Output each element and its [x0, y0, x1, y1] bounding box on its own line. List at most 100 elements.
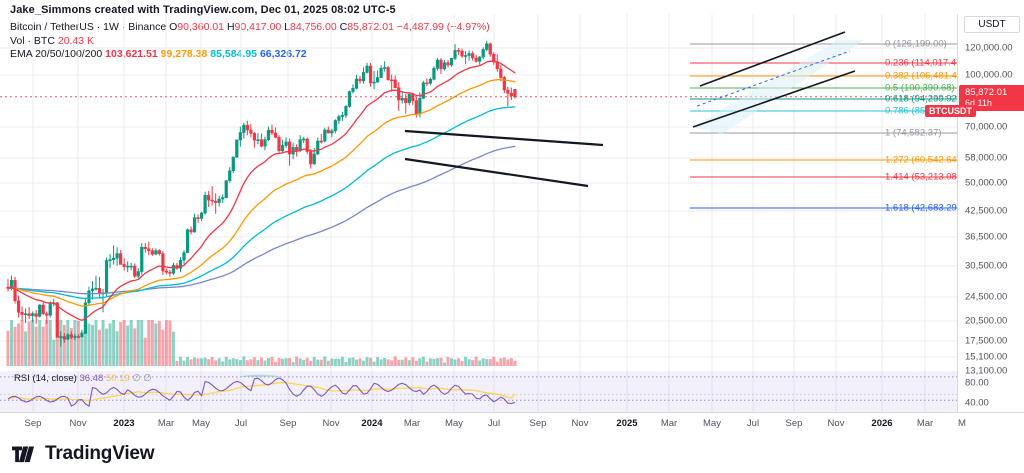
footer-bar: TradingView — [0, 434, 1024, 473]
fib-label-0-236: 0.236 (114,017.47) — [872, 58, 965, 69]
price-tick-13: 80.00 — [965, 377, 989, 389]
price-tick-1: 100,000.00 — [965, 69, 1013, 81]
ema-100-line — [7, 106, 516, 300]
time-tick-10: May — [445, 418, 463, 429]
trendline-group[interactable] — [404, 31, 864, 188]
price-tick-5: 42,500.00 — [965, 205, 1008, 217]
legend-low-key: L — [284, 21, 291, 33]
attribution-text: Jake_Simmons created with TradingView.co… — [10, 4, 396, 16]
fib-label-0-382: 0.382 (106,481.45) — [872, 71, 965, 82]
rsi-legend-empty-1: ∅ — [132, 373, 141, 384]
current-price-value: 85,872.01 — [965, 87, 1008, 98]
time-tick-19: Nov — [827, 418, 845, 429]
price-tick-8: 24,500.00 — [965, 291, 1008, 303]
price-tick-11: 15,100.00 — [965, 351, 1008, 363]
fib-label-1-272: 1.272 (60,542.64) — [872, 155, 960, 166]
time-tick-2: 2023 — [113, 418, 135, 429]
time-tick-17: Jul — [746, 418, 760, 429]
price-axis-unit: USDT — [964, 16, 1020, 33]
time-tick-18: Sep — [785, 418, 803, 429]
fib-label-0-786: 0.786 (85,628. — [872, 106, 946, 117]
price-tick-7: 30,500.00 — [965, 260, 1008, 272]
ema-200-line — [7, 145, 516, 295]
channel-upper-trendline — [699, 31, 846, 87]
fib-label-0: 0 (126,199.00) — [872, 39, 947, 50]
time-tick-11: Jul — [487, 418, 501, 429]
legend-symbol[interactable]: Bitcoin / TetherUS · 1W · Binance — [10, 21, 167, 33]
legend-volume-label[interactable]: Vol · BTC — [10, 34, 55, 47]
time-tick-5: Jul — [234, 418, 248, 429]
legend-change-value: −4,487.99 (−4.97%) — [396, 21, 490, 33]
tradingview-wordmark: TradingView — [45, 443, 155, 464]
time-tick-8: 2024 — [361, 418, 383, 429]
wedge-lower-trendline — [404, 157, 589, 188]
volume-series — [6, 320, 517, 366]
rsi-moving-average-line — [7, 381, 516, 402]
rsi-legend-ma-value: 50.19 — [105, 373, 130, 384]
rsi-legend-empty-2: ∅ — [143, 373, 152, 384]
time-tick-3: Mar — [157, 418, 175, 429]
rsi-line — [7, 377, 516, 408]
bar-countdown: 6d 11h — [965, 98, 992, 108]
time-tick-0: Sep — [24, 418, 42, 429]
legend-open-key: O — [169, 21, 178, 33]
rsi-legend: RSI (14, close) 36.48 50.19 ∅ ∅ — [14, 373, 152, 384]
time-tick-7: Nov — [322, 418, 340, 429]
tradingview-mark-icon — [12, 446, 35, 462]
fib-label-1-618: 1.618 (42,683.29) — [872, 203, 960, 214]
time-tick-20: 2026 — [871, 418, 893, 429]
legend-volume-value: 20.43 K — [57, 34, 95, 47]
legend-ema50-value: 99,278.38 — [160, 48, 208, 60]
grid-lines — [0, 14, 957, 371]
symbol-price-tag: BTCUSDT — [925, 105, 976, 117]
price-tick-9: 20,500.00 — [965, 315, 1008, 327]
price-axis[interactable]: USDT 120,000.00 100,000.00 70,000.00 58,000… — [957, 14, 1024, 412]
legend-volume-row: Vol · BTC 20.43 K — [10, 35, 490, 49]
legend-high-key: H — [226, 21, 235, 33]
tradingview-logo: TradingView — [12, 443, 155, 465]
ema-50-line — [7, 78, 516, 307]
time-tick-14: 2025 — [616, 418, 638, 429]
price-tick-0: 120,000.00 — [965, 42, 1013, 54]
legend-close-value: 85,872.01 — [347, 21, 394, 33]
ema-20-line — [7, 60, 516, 321]
legend-ema100-value: 85,584.95 — [210, 48, 258, 60]
time-tick-13: Nov — [571, 418, 589, 429]
legend-close-key: C — [339, 21, 348, 33]
rsi-overbought-fill — [240, 374, 283, 377]
legend-ema20-value: 103,621.51 — [105, 48, 158, 60]
price-tick-12: 13,100.00 — [965, 365, 1008, 377]
time-tick-1: Nov — [69, 418, 87, 429]
ema-series-group — [7, 60, 516, 321]
price-chart-pane[interactable] — [0, 14, 957, 371]
price-tick-6: 36,500.00 — [965, 231, 1008, 243]
time-tick-9: Mar — [403, 418, 421, 429]
price-tick-10: 17,500.00 — [965, 335, 1008, 347]
candlestick-series — [6, 40, 517, 347]
time-tick-22: M — [958, 418, 966, 429]
wedge-upper-trendline — [404, 129, 604, 147]
rsi-legend-value: 36.48 — [79, 373, 104, 384]
price-tick-3: 58,000.00 — [965, 152, 1008, 164]
price-tick-2: 70,000.00 — [965, 121, 1008, 133]
fib-label-1: 1 (74,582.37) — [872, 128, 942, 139]
price-tick-4: 50,000.00 — [965, 177, 1008, 189]
legend-low-value: 84,756.00 — [290, 21, 337, 33]
ascending-channel-fill — [693, 40, 864, 134]
rsi-legend-name[interactable]: RSI (14, close) — [14, 373, 77, 384]
time-tick-15: Mar — [660, 418, 678, 429]
time-tick-21: Mar — [916, 418, 934, 429]
time-tick-4: May — [192, 418, 210, 429]
fibonacci-retracement[interactable] — [690, 43, 957, 209]
time-axis[interactable]: Sep Nov 2023 Mar May Jul Sep Nov 2024 Mar May Jul Se… — [0, 412, 1024, 434]
time-tick-6: Sep — [279, 418, 297, 429]
fib-label-1-414: 1.414 (53,213.08) — [872, 172, 960, 183]
rsi-indicator-pane[interactable] — [0, 371, 957, 412]
price-tick-14: 40.00 — [965, 397, 989, 409]
legend-ema200-value: 66,326.72 — [259, 48, 307, 60]
channel-lower-trendline — [692, 70, 856, 128]
legend-ohlc-row: Bitcoin / TetherUS · 1W · Binance O90,36… — [10, 21, 490, 35]
legend-high-value: 90,417.00 — [234, 21, 282, 33]
fib-label-0-5: 0.5 (100,390.68) — [872, 83, 955, 94]
